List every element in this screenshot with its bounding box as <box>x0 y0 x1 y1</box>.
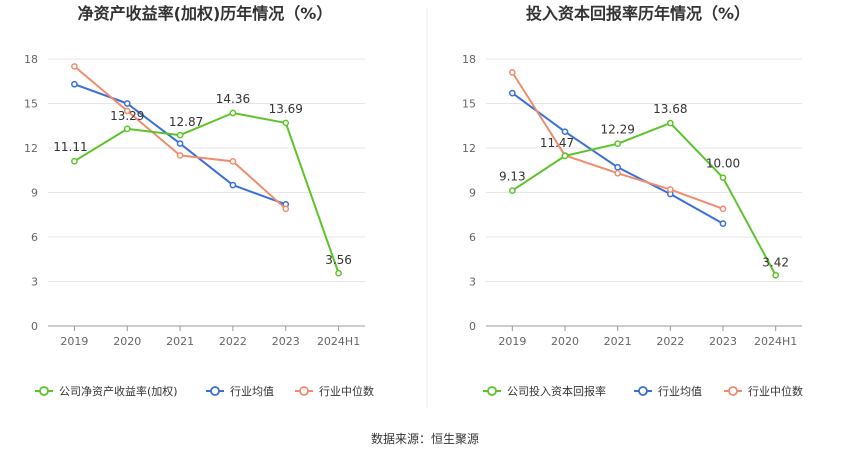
legend-marker-icon <box>638 386 648 396</box>
y-tick-label: 15 <box>24 98 38 111</box>
data-point-company <box>666 119 674 127</box>
x-tick-label: 2019 <box>498 335 526 348</box>
data-point-avg <box>229 181 237 189</box>
data-label: 3.42 <box>762 255 789 269</box>
roe-chart: 净资产收益率(加权)历年情况（%） 0 3 6 9 12 15 18 2019 2020 2021 2… <box>24 4 374 398</box>
data-point-avg <box>123 100 131 107</box>
y-tick-label: 3 <box>31 276 38 289</box>
series-line-avg <box>511 92 724 225</box>
data-point-company <box>176 131 184 139</box>
y-tick-label: 18 <box>462 53 476 66</box>
data-point-company <box>282 119 290 127</box>
data-label: 9.13 <box>499 170 526 184</box>
data-point-median <box>508 69 516 76</box>
data-point-median <box>176 152 184 159</box>
x-tick-label: 2024H1 <box>317 335 360 348</box>
chart-title: 净资产收益率(加权)历年情况（%） <box>78 4 333 23</box>
x-tick-label: 2022 <box>656 335 684 348</box>
legend-item-avg: 行业均值 <box>634 385 702 398</box>
data-point-avg <box>561 128 569 136</box>
data-point-avg <box>508 89 516 97</box>
data-point-company <box>123 125 131 133</box>
data-point-median <box>282 205 290 213</box>
data-label: 14.36 <box>216 92 250 106</box>
legend-marker-icon <box>39 386 49 396</box>
data-point-median <box>123 107 131 115</box>
data-point-company <box>335 269 342 277</box>
data-point-avg <box>176 140 184 147</box>
data-point-median <box>71 63 78 70</box>
data-point-company <box>561 152 569 160</box>
data-point-median <box>614 169 622 177</box>
data-label: 11.47 <box>540 136 574 150</box>
legend-marker-icon <box>728 386 738 396</box>
data-point-median <box>229 158 237 165</box>
data-label: 12.87 <box>169 115 203 129</box>
data-label: 11.11 <box>53 140 87 154</box>
legend-item-median: 行业中位数 <box>724 384 803 398</box>
data-point-company <box>614 140 622 148</box>
x-tick-label: 2021 <box>604 335 632 348</box>
x-tick-label: 2021 <box>166 335 194 348</box>
data-label: 13.68 <box>653 102 687 116</box>
data-point-company <box>71 157 78 165</box>
x-tick-label: 2020 <box>113 335 141 348</box>
legend-label: 行业中位数 <box>319 384 374 398</box>
legend-item-avg: 行业均值 <box>206 385 274 398</box>
legend-label: 公司投入资本回报率 <box>507 384 606 398</box>
data-source-note: 数据来源：恒生聚源 <box>371 431 479 446</box>
legend-item-company: 公司投入资本回报率 <box>483 384 606 398</box>
legend-label: 行业均值 <box>230 385 274 398</box>
y-tick-label: 9 <box>469 187 476 200</box>
x-tick-label: 2023 <box>709 335 737 348</box>
y-tick-label: 0 <box>469 320 476 333</box>
legend-item-company: 公司净资产收益率(加权) <box>35 384 178 398</box>
x-tick-label: 2020 <box>551 335 579 348</box>
y-tick-label: 9 <box>31 187 38 200</box>
chart-title: 投入资本回报率历年情况（%） <box>526 4 750 23</box>
x-tick-label: 2019 <box>60 335 88 348</box>
y-tick-label: 6 <box>469 231 476 244</box>
y-tick-label: 3 <box>469 276 476 289</box>
data-point-avg <box>719 220 727 227</box>
y-tick-label: 12 <box>462 142 476 155</box>
x-tick-label: 2023 <box>272 335 300 348</box>
legend-label: 行业均值 <box>658 385 702 398</box>
legend-marker-icon <box>487 386 497 396</box>
y-tick-label: 15 <box>462 98 476 111</box>
data-point-company <box>772 271 780 279</box>
data-point-company <box>719 174 727 182</box>
series-line-company <box>73 111 340 274</box>
y-tick-label: 18 <box>24 53 38 66</box>
data-point-avg <box>71 80 78 88</box>
y-tick-label: 6 <box>31 231 38 244</box>
series-line-company <box>511 122 777 276</box>
data-point-median <box>719 205 727 213</box>
legend-label: 公司净资产收益率(加权) <box>59 384 178 398</box>
legend-item-median: 行业中位数 <box>295 384 374 398</box>
y-tick-label: 12 <box>24 142 38 155</box>
legend-marker-icon <box>299 386 309 396</box>
data-label: 13.69 <box>269 102 303 116</box>
data-point-company <box>229 109 237 117</box>
data-label: 10.00 <box>706 157 740 171</box>
y-tick-label: 0 <box>31 320 38 333</box>
roic-chart: 投入资本回报率历年情况（%） 0 3 6 9 12 15 18 2019 2020 2021 2022… <box>462 4 803 398</box>
x-tick-label: 2022 <box>219 335 247 348</box>
data-point-median <box>666 186 674 193</box>
legend-label: 行业中位数 <box>748 384 803 398</box>
data-label: 12.29 <box>600 123 634 137</box>
data-point-avg <box>614 163 622 171</box>
x-tick-label: 2024H1 <box>754 335 797 348</box>
legend-marker-icon <box>210 386 220 396</box>
data-point-company <box>508 187 516 194</box>
data-label: 13.29 <box>110 109 144 123</box>
data-label: 3.56 <box>325 253 352 267</box>
